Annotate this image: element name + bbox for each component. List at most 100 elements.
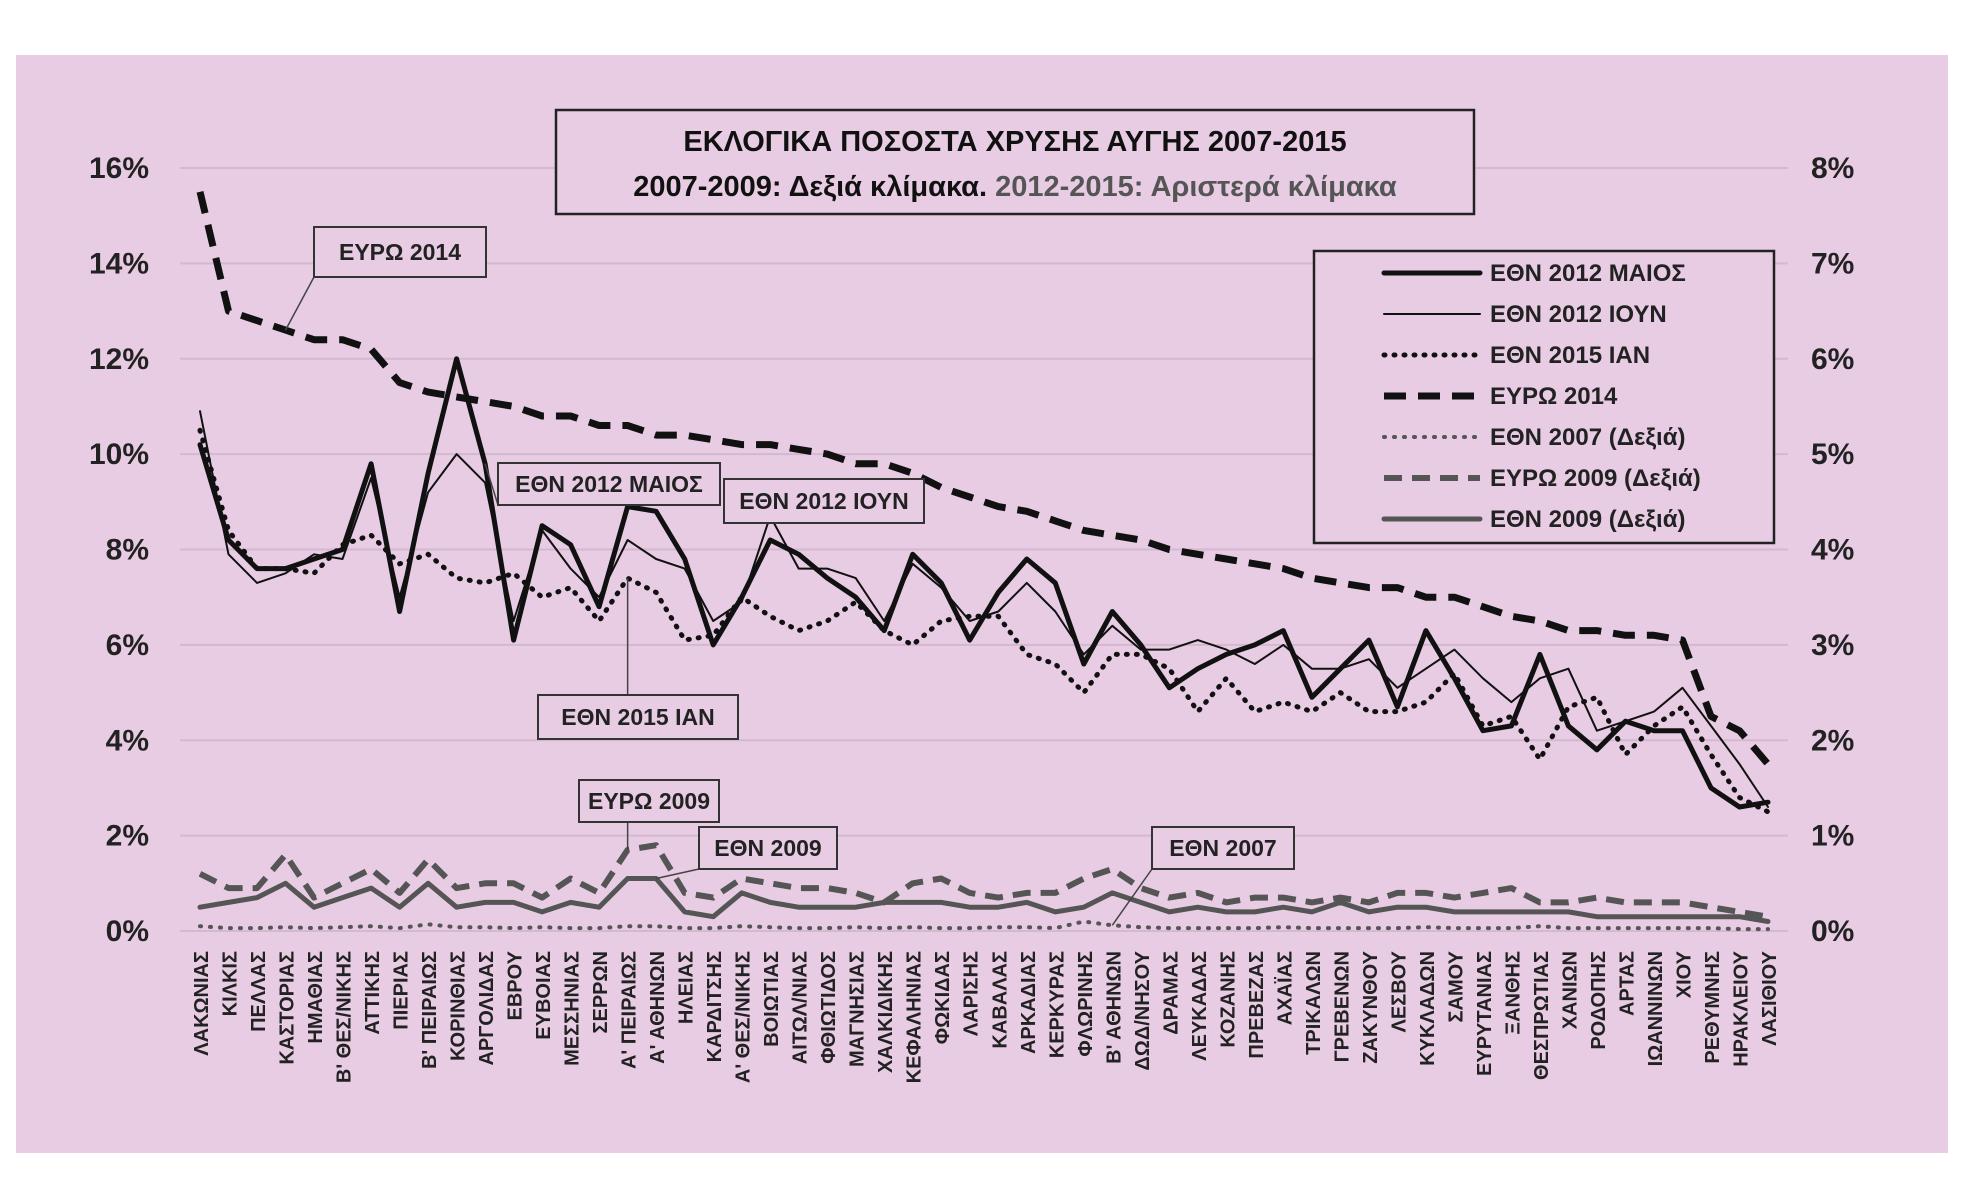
x-tick-label: ΕΥΡΥΤΑΝΙΑΣ	[1474, 951, 1496, 1076]
x-tick-label: ΗΛΕΙΑΣ	[676, 951, 698, 1024]
x-tick-label: ΑΤΤΙΚΗΣ	[362, 951, 384, 1035]
x-tick-label: ΠΕΛΛΑΣ	[248, 951, 270, 1032]
x-tick-label: ΛΑΡΙΣΗΣ	[961, 951, 983, 1036]
subtitle-part2: 2012-2015: Αριστερά κλίμακα	[995, 171, 1397, 203]
chart-subtitle: 2007-2009: Δεξιά κλίμακα. 2012-2015: Αρι…	[633, 171, 1397, 203]
y-left-tick-label: 16%	[89, 152, 149, 185]
x-tick-label: ΛΕΥΚΑΔΑΣ	[1189, 951, 1211, 1061]
x-tick-label: ΛΑΚΩΝΙΑΣ	[191, 951, 213, 1056]
annotation-box	[698, 826, 838, 870]
x-tick-label: ΦΩΚΙΔΑΣ	[932, 951, 954, 1044]
x-tick-label: ΠΡΕΒΕΖΑΣ	[1246, 951, 1268, 1059]
x-tick-label: ΚΑΒΑΛΑΣ	[989, 951, 1011, 1049]
y-left-tick-label: 0%	[106, 915, 149, 948]
x-tick-label: ΘΕΣΠΡΩΤΙΑΣ	[1531, 951, 1553, 1080]
x-tick-label: ΣΕΡΡΩΝ	[590, 951, 612, 1034]
y-left-tick-label: 8%	[106, 534, 149, 567]
legend-label: ΕΘΝ 2012 ΙΟΥΝ	[1490, 301, 1667, 328]
legend-label: ΕΘΝ 2012 ΜΑΙΟΣ	[1490, 260, 1686, 287]
legend-label: ΕΥΡΩ 2009 (Δεξιά)	[1490, 465, 1701, 492]
annotation-leader	[655, 868, 700, 880]
annotation-leader	[484, 463, 499, 506]
x-tick-label: ΧΑΛΚΙΔΙΚΗΣ	[875, 951, 897, 1073]
x-tick-label: ΓΡΕΒΕΝΩΝ	[1331, 951, 1353, 1062]
annotation-label: ΕΥΡΩ 2014	[339, 239, 461, 265]
y-right-tick-label: 8%	[1811, 152, 1854, 185]
x-tick-label: ΧΑΝΙΩΝ	[1559, 951, 1581, 1029]
title-box	[554, 108, 1476, 216]
x-tick-label: ΚΟΡΙΝΘΙΑΣ	[448, 951, 470, 1061]
x-tick-label: ΠΙΕΡΙΑΣ	[391, 951, 413, 1030]
annotation-label: ΕΘΝ 2015 ΙΑΝ	[561, 704, 714, 730]
series-line-1	[197, 356, 1771, 810]
y-right-tick-label: 2%	[1811, 724, 1854, 757]
x-tick-label: ΙΩΑΝΝΙΝΩΝ	[1645, 951, 1667, 1066]
x-tick-label: ΚΙΛΚΙΣ	[220, 951, 242, 1016]
annotation-label: ΕΘΝ 2012 ΜΑΙΟΣ	[515, 471, 703, 497]
x-tick-label: Β' ΑΘΗΝΩΝ	[1103, 951, 1125, 1064]
y-right-tick-label: 6%	[1811, 343, 1854, 376]
x-tick-label: ΞΑΝΘΗΣ	[1502, 951, 1524, 1035]
annotation-label: ΕΥΡΩ 2009	[588, 788, 710, 814]
series-line-4	[196, 190, 1771, 767]
x-tick-label: Α' ΑΘΗΝΩΝ	[647, 951, 669, 1064]
x-tick-label: ΔΩΔ/ΝΗΣΟΥ	[1132, 950, 1154, 1070]
legend-label: ΕΘΝ 2007 (Δεξιά)	[1490, 424, 1685, 451]
series-line-3	[197, 427, 1771, 815]
annotation-box	[537, 694, 739, 740]
x-tick-label: ΣΑΜΟΥ	[1445, 950, 1467, 1022]
y-right-tick-label: 0%	[1811, 915, 1854, 948]
series-line-6	[198, 842, 1769, 920]
y-left-tick-label: 10%	[89, 438, 149, 471]
annotation-box	[578, 779, 720, 823]
y-right-tick-label: 3%	[1811, 629, 1854, 662]
x-tick-label: ΜΕΣΣΗΝΙΑΣ	[562, 951, 584, 1066]
x-tick-label: ΚΥΚΛΑΔΩΝ	[1417, 951, 1439, 1066]
x-tick-label: ΡΕΘΥΜΝΗΣ	[1702, 951, 1724, 1064]
x-tick-label: ΡΟΔΟΠΗΣ	[1588, 951, 1610, 1050]
annotation-box	[723, 478, 925, 524]
x-tick-label: ΚΕΦΑΛΗΝΙΑΣ	[904, 951, 926, 1083]
chart-panel: 0% 2% 4% 6% 8% 10% 12% 14% 16% 0% 1% 2% 3% 4% 5% 6% 7% 8%…	[16, 55, 1948, 1153]
y-left-tick-label: 2%	[106, 820, 149, 853]
annotation-label: ΕΘΝ 2007	[1169, 835, 1276, 861]
x-tick-label: ΖΑΚΥΝΘΟΥ	[1360, 950, 1382, 1063]
series-line-7	[197, 876, 1771, 924]
x-tick-label: ΑΡΚΑΔΙΑΣ	[1018, 951, 1040, 1054]
annotation-label: ΕΘΝ 2009	[714, 835, 821, 861]
legend-label: ΕΘΝ 2015 ΙΑΝ	[1490, 342, 1650, 369]
x-tick-label: ΦΘΙΩΤΙΔΟΣ	[818, 951, 840, 1064]
annotation-box	[1151, 826, 1295, 870]
y-right-tick-label: 1%	[1811, 820, 1854, 853]
annotation-label: ΕΘΝ 2012 ΙΟΥΝ	[739, 488, 908, 514]
line-chart: 0% 2% 4% 6% 8% 10% 12% 14% 16% 0% 1% 2% 3% 4% 5% 6% 7% 8%…	[89, 108, 1854, 1083]
y-left-tick-label: 4%	[106, 724, 149, 757]
chart-title: ΕΚΛΟΓΙΚΑ ΠΟΣΟΣΤΑ ΧΡΥΣΗΣ ΑΥΓΗΣ 2007-2015	[683, 126, 1346, 158]
annotation-leader	[1111, 868, 1153, 926]
x-tick-label: ΛΑΣΙΘΙΟΥ	[1759, 950, 1781, 1045]
x-tick-label: ΑΧΑΪΑΣ	[1273, 951, 1296, 1025]
x-tick-label: ΧΙΟΥ	[1673, 950, 1695, 998]
x-tick-label: ΤΡΙΚΑΛΩΝ	[1303, 951, 1325, 1055]
x-tick-label: ΕΒΡΟΥ	[505, 950, 527, 1020]
x-tick-label: ΚΑΡΔΙΤΣΗΣ	[704, 951, 726, 1062]
x-tick-label: ΑΡΤΑΣ	[1616, 951, 1638, 1016]
annotation-leader	[284, 276, 315, 331]
y-left-tick-label: 12%	[89, 343, 149, 376]
y-right-tick-label: 7%	[1811, 247, 1854, 280]
x-tick-label: ΚΑΣΤΟΡΙΑΣ	[277, 951, 299, 1065]
x-tick-label: ΚΕΡΚΥΡΑΣ	[1046, 951, 1068, 1058]
x-tick-label: ΒΟΙΩΤΙΑΣ	[761, 951, 783, 1047]
y-left-tick-label: 6%	[106, 629, 149, 662]
x-tick-label: Α' ΘΕΣ/ΝΙΚΗΣ	[733, 951, 755, 1083]
annotation-box	[497, 462, 721, 506]
x-tick-label: ΚΟΖΑΝΗΣ	[1217, 951, 1239, 1048]
x-tick-label: ΦΛΩΡΙΝΗΣ	[1075, 951, 1097, 1057]
y-right-tick-label: 5%	[1811, 438, 1854, 471]
legend-label: ΕΘΝ 2009 (Δεξιά)	[1490, 506, 1685, 533]
x-tick-label: ΗΜΑΘΙΑΣ	[305, 951, 327, 1044]
series-line-5	[198, 919, 1770, 932]
x-tick-label: ΛΕΣΒΟΥ	[1388, 950, 1410, 1032]
x-tick-label: ΕΥΒΟΙΑΣ	[533, 951, 555, 1040]
x-tick-label: ΑΡΓΟΛΙΔΑΣ	[476, 951, 498, 1066]
